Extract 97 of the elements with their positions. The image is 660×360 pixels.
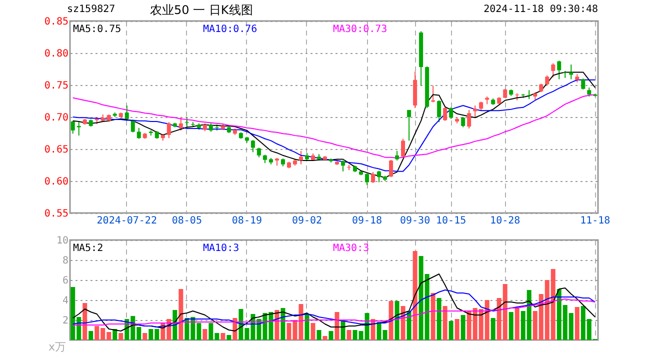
y-tick-label: 0.75 bbox=[44, 80, 68, 92]
bar bbox=[334, 312, 340, 340]
bar bbox=[400, 306, 406, 340]
x-tick-label: 10-28 bbox=[490, 216, 520, 226]
candlestick bbox=[437, 100, 442, 123]
bar bbox=[226, 335, 232, 340]
candlestick bbox=[136, 127, 141, 140]
candlestick bbox=[461, 116, 466, 128]
y-tick-label: 0.60 bbox=[44, 176, 68, 188]
y-tick-label: 0.85 bbox=[44, 16, 68, 28]
bar bbox=[370, 319, 376, 340]
candlestick bbox=[184, 116, 189, 128]
bar bbox=[454, 319, 460, 340]
candlestick bbox=[581, 78, 586, 90]
x-tick-label: 10-15 bbox=[436, 216, 466, 226]
y-tick-label: 0.70 bbox=[44, 112, 68, 124]
y-tick-label: 0.65 bbox=[44, 144, 68, 156]
bar bbox=[448, 321, 454, 340]
y-tick-label: 0.55 bbox=[44, 208, 68, 220]
x-tick-label: 08-19 bbox=[232, 216, 262, 226]
candlestick bbox=[449, 106, 454, 120]
text: sz159827 bbox=[67, 4, 116, 15]
y-tick-label: 10 bbox=[56, 236, 68, 246]
bar bbox=[406, 311, 412, 340]
bar bbox=[490, 318, 496, 340]
bar bbox=[460, 315, 466, 340]
y-tick-label: 2 bbox=[62, 316, 68, 326]
candlestick bbox=[178, 116, 183, 131]
bar bbox=[346, 330, 352, 340]
candlestick bbox=[395, 150, 400, 162]
bar bbox=[142, 333, 148, 340]
candlestick bbox=[371, 172, 376, 184]
x-tick-label: 09-02 bbox=[292, 216, 322, 226]
candlestick bbox=[551, 62, 556, 78]
bar bbox=[442, 306, 448, 340]
bar bbox=[202, 329, 208, 340]
text: MA10:0.76 bbox=[203, 24, 258, 35]
bar bbox=[88, 331, 94, 340]
chart-title: 农业50 一 日K线图 bbox=[150, 2, 253, 19]
bar bbox=[118, 333, 124, 340]
candlestick bbox=[557, 60, 562, 80]
candlestick bbox=[545, 74, 550, 86]
candlestick bbox=[377, 170, 382, 183]
x-tick-label: 08-05 bbox=[172, 216, 202, 226]
text: MA5:0.75 bbox=[73, 24, 122, 35]
bar bbox=[112, 329, 118, 340]
candlestick bbox=[70, 120, 75, 134]
bar bbox=[220, 333, 226, 340]
x-tick-label: 11-18 bbox=[580, 216, 610, 226]
candlestick bbox=[298, 150, 303, 165]
candlestick bbox=[166, 122, 171, 139]
candlestick bbox=[443, 106, 448, 122]
bar bbox=[316, 330, 322, 340]
bar bbox=[310, 323, 316, 340]
candlestick bbox=[569, 64, 574, 80]
bar bbox=[82, 303, 88, 340]
candlestick bbox=[401, 138, 406, 158]
line-series bbox=[72, 290, 596, 328]
line-series bbox=[72, 298, 596, 326]
candlestick bbox=[473, 104, 478, 118]
text: MA30:0.73 bbox=[333, 24, 388, 35]
text: 2024-11-18 09:30:48 bbox=[484, 4, 598, 15]
candlestick bbox=[365, 172, 370, 186]
x-tick-label: 09-30 bbox=[400, 216, 430, 226]
y-axis-title: x万 bbox=[48, 340, 66, 354]
bar bbox=[172, 310, 178, 340]
bar bbox=[304, 314, 310, 340]
candlestick bbox=[256, 147, 261, 158]
bar bbox=[508, 312, 514, 340]
y-tick-label: 4 bbox=[62, 296, 68, 306]
bar bbox=[280, 308, 286, 340]
text: MA10:3 bbox=[203, 243, 240, 254]
x-tick-label: 2024-07-22 bbox=[96, 216, 157, 226]
candlestick bbox=[467, 109, 472, 130]
bar bbox=[394, 301, 400, 340]
y-tick-label: 0.80 bbox=[44, 48, 68, 60]
bar bbox=[388, 301, 394, 340]
candlestick bbox=[124, 104, 129, 121]
x-tick-label: 09-18 bbox=[352, 216, 382, 226]
candlestick bbox=[341, 160, 346, 172]
bar bbox=[412, 251, 418, 340]
y-tick-label: 8 bbox=[62, 256, 68, 266]
bar bbox=[328, 331, 334, 340]
line-series bbox=[72, 274, 596, 332]
candlestick bbox=[407, 109, 412, 142]
candlestick bbox=[250, 140, 255, 153]
bar bbox=[178, 289, 184, 340]
candlestick bbox=[389, 159, 394, 178]
bar bbox=[430, 293, 436, 340]
bar bbox=[574, 307, 580, 340]
text: MA5:2 bbox=[73, 243, 104, 254]
bar bbox=[322, 336, 328, 340]
text: MA30:3 bbox=[333, 243, 370, 254]
bar bbox=[436, 298, 442, 340]
candlestick bbox=[130, 120, 135, 133]
bar bbox=[514, 308, 520, 340]
y-tick-label: 6 bbox=[62, 276, 68, 286]
